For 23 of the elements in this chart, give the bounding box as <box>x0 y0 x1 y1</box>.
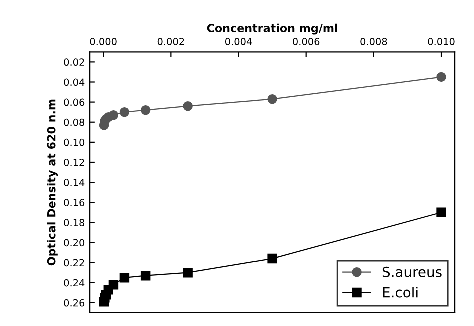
y-tick-label: 0.18 <box>64 219 85 227</box>
y-tick-label: 0.06 <box>64 98 85 106</box>
y-tick-label: 0.12 <box>64 158 84 166</box>
x-axis-title: Concentration mg/ml <box>207 24 338 35</box>
y-tick-label: 0.20 <box>64 239 85 247</box>
y-tick-label: 0.26 <box>64 299 85 307</box>
y-tick-label: 0.02 <box>64 58 84 66</box>
x-tick-label: 0.000 <box>90 38 117 46</box>
y-tick-label: 0.14 <box>64 179 85 186</box>
y-tick-label: 0.04 <box>64 78 85 86</box>
x-tick-label: 0.002 <box>158 38 184 46</box>
x-tick-label: 0.010 <box>428 38 455 46</box>
x-tick-label: 0.006 <box>293 38 320 46</box>
y-tick-label: 0.16 <box>64 199 85 206</box>
x-tick-label: 0.004 <box>225 38 252 46</box>
y-axis-title: Optical Density at 620 n.m <box>47 100 58 266</box>
y-tick-label: 0.10 <box>64 138 85 146</box>
x-tick-label: 0.008 <box>360 38 388 46</box>
y-tick-label: 0.24 <box>64 279 85 287</box>
legend-label: S.aureus <box>382 266 442 278</box>
y-tick-label: 0.22 <box>64 259 84 267</box>
y-tick-label: 0.08 <box>64 118 85 126</box>
legend-label: E.coli <box>383 287 418 298</box>
